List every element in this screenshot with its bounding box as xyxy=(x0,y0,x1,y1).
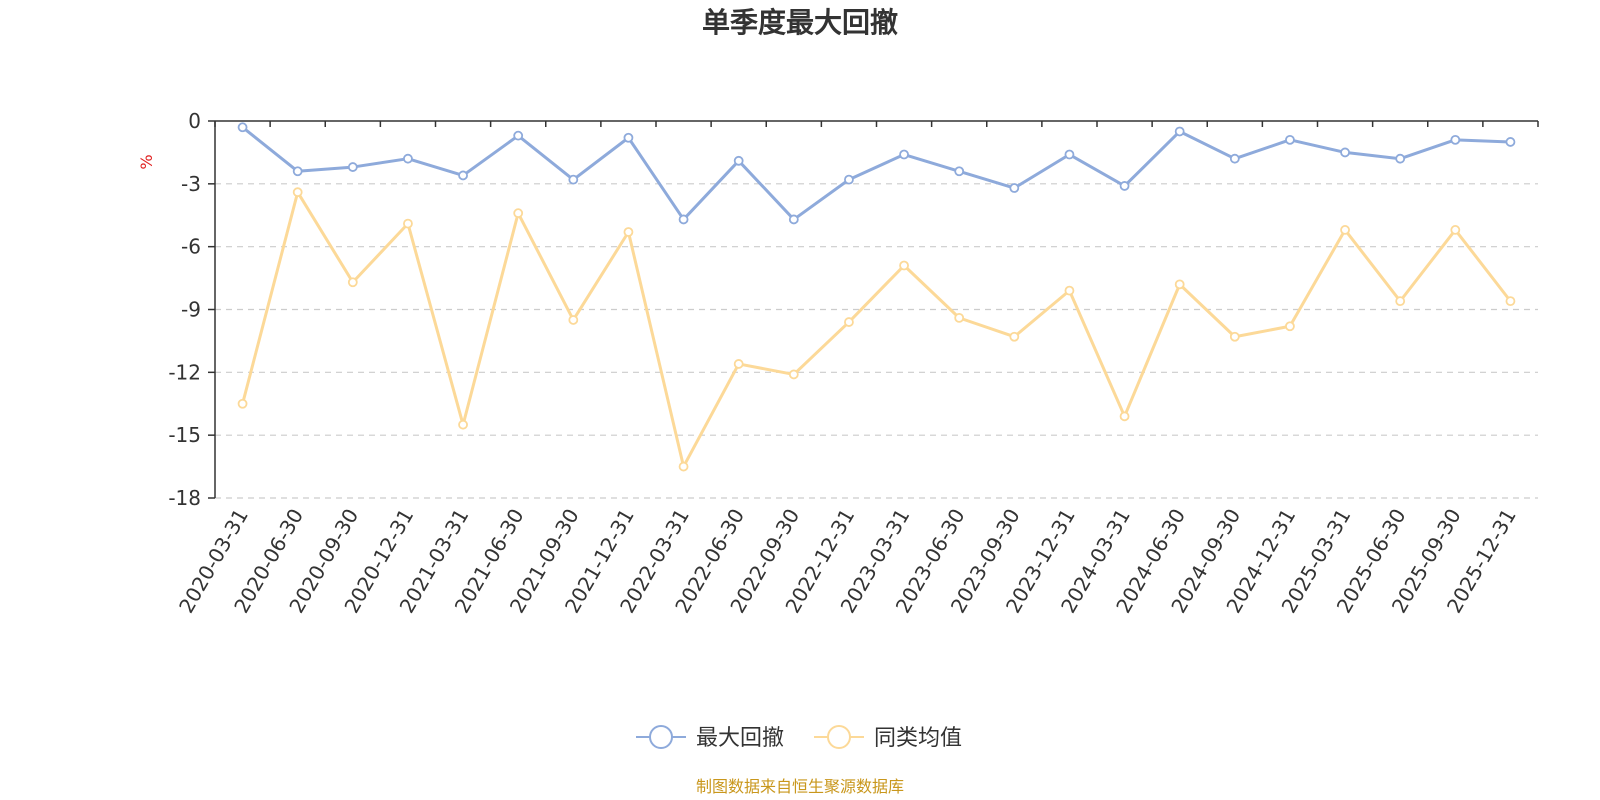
data-point xyxy=(1395,153,1406,164)
data-point xyxy=(1450,225,1461,235)
data-point xyxy=(1505,296,1516,307)
data-point xyxy=(568,315,579,325)
data-point xyxy=(1505,137,1516,147)
data-point xyxy=(899,149,909,160)
series-2 xyxy=(237,187,1516,472)
data-point xyxy=(1009,183,1020,193)
y-tick-label: -15 xyxy=(168,423,201,447)
data-point xyxy=(844,174,854,185)
data-point xyxy=(954,312,965,323)
y-tick-label: -6 xyxy=(181,235,201,259)
axes xyxy=(208,120,1539,499)
data-point xyxy=(1009,331,1020,342)
data-point xyxy=(1450,134,1461,145)
data-point xyxy=(733,359,744,369)
data-point xyxy=(1119,181,1130,191)
data-point xyxy=(844,317,854,327)
data-point xyxy=(1285,134,1295,145)
data-point xyxy=(458,170,468,181)
series-line xyxy=(241,190,1512,469)
legend-item-1[interactable]: 最大回撤 xyxy=(636,725,784,751)
data-point xyxy=(678,461,689,472)
y-tick-label: -9 xyxy=(181,298,201,322)
legend-marker xyxy=(649,725,673,749)
data-point xyxy=(513,130,524,141)
y-tick-label: -18 xyxy=(168,486,201,510)
data-point xyxy=(954,166,965,177)
y-tick-labels: 0 -3 -6 -9 -12 -15 -18 xyxy=(168,109,201,510)
legend-marker xyxy=(827,725,851,749)
data-point xyxy=(1229,153,1240,164)
data-point xyxy=(788,214,799,225)
legend-label: 同类均值 xyxy=(874,726,962,751)
data-point xyxy=(403,153,413,164)
y-tick-label: 0 xyxy=(188,109,201,133)
data-point xyxy=(623,227,634,237)
data-point xyxy=(899,260,909,271)
data-point xyxy=(623,132,634,143)
data-point xyxy=(292,166,303,177)
data-point xyxy=(458,419,468,430)
series-1 xyxy=(237,122,1516,225)
y-axis-unit: % xyxy=(137,154,156,169)
series-line xyxy=(241,126,1511,221)
data-source-note: 制图数据来自恒生聚源数据库 xyxy=(696,777,904,796)
data-point xyxy=(1395,296,1406,307)
legend-label: 最大回撤 xyxy=(696,726,784,751)
data-point xyxy=(678,214,689,225)
data-point xyxy=(1229,331,1240,342)
data-point xyxy=(1340,147,1350,158)
data-point xyxy=(1119,411,1130,422)
data-point xyxy=(733,155,744,166)
data-point xyxy=(1174,279,1185,290)
y-tick-label: -12 xyxy=(168,360,201,384)
x-tick-labels: 2020-03-312020-06-302020-09-302020-12-31… xyxy=(174,505,1521,618)
data-point xyxy=(292,187,303,198)
data-point xyxy=(513,208,524,219)
data-point xyxy=(347,162,358,172)
y-tick-label: -3 xyxy=(181,172,201,196)
chart-title: 单季度最大回撤 xyxy=(702,6,898,39)
data-point xyxy=(1064,285,1075,296)
legend[interactable]: 最大回撤 同类均值 xyxy=(636,725,962,751)
grid-lines xyxy=(215,183,1538,499)
data-point xyxy=(1064,149,1075,160)
data-point xyxy=(347,277,358,288)
legend-item-2[interactable]: 同类均值 xyxy=(814,725,962,751)
data-point xyxy=(237,398,248,409)
series-layer xyxy=(237,122,1516,472)
data-point xyxy=(1285,321,1295,332)
data-point xyxy=(403,218,413,229)
data-point xyxy=(788,369,799,380)
data-point xyxy=(1174,126,1185,137)
data-point xyxy=(568,174,579,185)
data-point xyxy=(237,122,248,133)
data-point xyxy=(1340,225,1350,235)
